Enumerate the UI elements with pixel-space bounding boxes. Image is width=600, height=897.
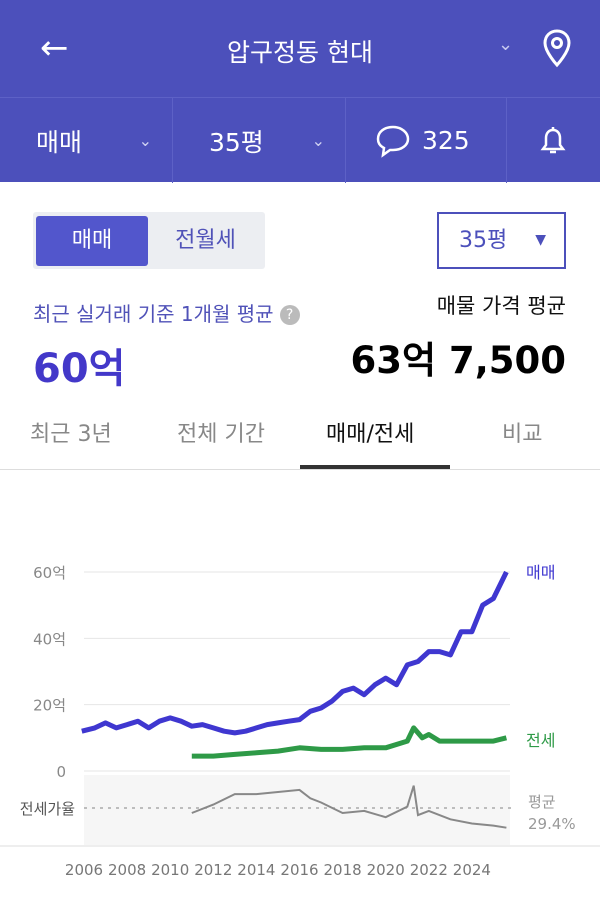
recent-price-label: 최근 실거래 기준 1개월 평균? xyxy=(33,298,300,327)
x-tick-label: 2008 xyxy=(108,861,146,879)
tab-recent-3y[interactable]: 최근 3년 xyxy=(30,422,112,447)
listing-price-label: 매물 가격 평균 xyxy=(436,294,566,318)
y-tick-label: 40억 xyxy=(33,630,66,648)
jeonse-series-label: 전세 xyxy=(526,731,555,750)
y-tick-label: 60억 xyxy=(33,564,66,582)
toggle-sale[interactable]: 매매 xyxy=(36,216,148,266)
ratio-average-label: 평균 xyxy=(528,793,556,811)
toggle-rent[interactable]: 전월세 xyxy=(175,228,236,253)
x-tick-label: 2006 xyxy=(65,861,103,879)
chevron-down-icon: ⌄ xyxy=(138,131,152,150)
x-tick-label: 2020 xyxy=(367,861,405,879)
trade-toggle: 매매 전월세 xyxy=(33,212,265,269)
ratio-line xyxy=(191,785,507,829)
comment-count: 325 xyxy=(422,126,470,155)
recent-price-value: 60억 xyxy=(33,346,126,392)
x-tick-label: 2018 xyxy=(324,861,362,879)
size-dropdown[interactable]: 35평 ⌄ xyxy=(173,98,346,183)
ratio-label: 전세가율 xyxy=(20,800,75,818)
active-tab-indicator xyxy=(300,465,450,469)
size-select-value: 35평 xyxy=(459,228,508,253)
x-tick-label: 2014 xyxy=(237,861,275,879)
speech-bubble-icon xyxy=(376,125,410,158)
help-icon[interactable]: ? xyxy=(279,305,300,325)
sale-series-label: 매매 xyxy=(526,563,555,582)
listing-price-value: 63억 7,500 xyxy=(350,339,566,382)
x-tick-label: 2012 xyxy=(194,861,232,879)
map-pin-icon[interactable] xyxy=(540,28,574,72)
trade-type-dropdown[interactable]: 매매 ⌄ xyxy=(0,98,173,183)
x-tick-label: 2022 xyxy=(410,861,448,879)
recent-label-text: 최근 실거래 기준 1개월 평균 xyxy=(33,302,274,326)
page-title[interactable]: 압구정동 현대 xyxy=(227,38,373,67)
size-select[interactable]: 35평 ▼ xyxy=(437,212,566,269)
tab-sale-jeonse[interactable]: 매매/전세 xyxy=(326,422,415,447)
period-tabs: 최근 3년 전체 기간 매매/전세 비교 xyxy=(0,400,600,470)
caret-down-icon: ▼ xyxy=(535,232,546,248)
arrow-left-icon[interactable]: ← xyxy=(40,28,69,68)
tab-compare[interactable]: 비교 xyxy=(502,422,543,447)
y-tick-label: 0 xyxy=(56,763,66,781)
ratio-average-value: 29.4% xyxy=(528,815,576,833)
filter-bar: 매매 ⌄ 35평 ⌄ 325 xyxy=(0,97,600,183)
size-label: 35평 xyxy=(209,127,264,157)
x-tick-label: 2010 xyxy=(151,861,189,879)
y-tick-label: 20억 xyxy=(33,697,66,715)
trade-type-label: 매매 xyxy=(36,127,83,157)
sale-line xyxy=(81,570,509,736)
x-tick-label: 2024 xyxy=(453,861,491,879)
x-tick-label: 2016 xyxy=(280,861,318,879)
comments-button[interactable]: 325 xyxy=(346,98,507,183)
chevron-down-icon: ⌄ xyxy=(311,131,325,150)
ratio-band xyxy=(84,775,510,845)
chevron-down-icon[interactable]: ⌄ xyxy=(498,34,514,55)
jeonse-line xyxy=(191,725,508,759)
tab-all-period[interactable]: 전체 기간 xyxy=(177,422,265,447)
bell-icon[interactable] xyxy=(507,98,600,183)
app-header: ← 압구정동 현대 ⌄ xyxy=(0,0,600,97)
